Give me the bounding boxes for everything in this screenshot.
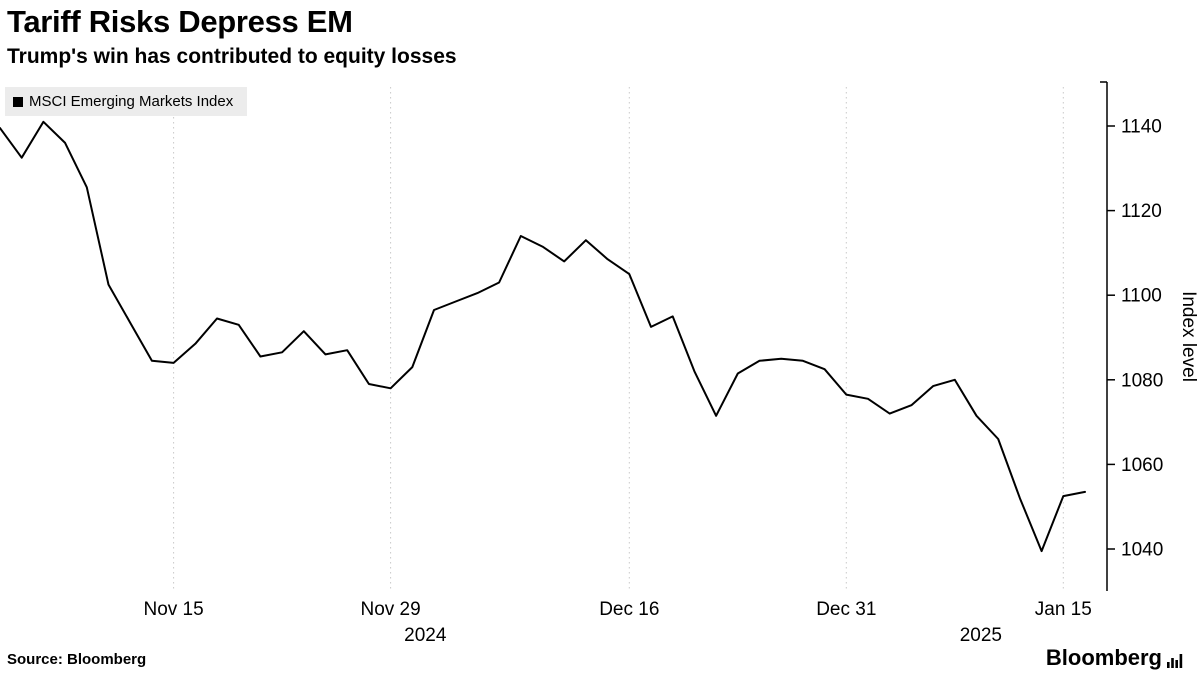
y-tick-label: 1120: [1121, 201, 1162, 222]
chart-title: Tariff Risks Depress EM: [7, 4, 353, 39]
legend-marker-icon: [13, 96, 23, 107]
y-axis-title: Index level: [1178, 291, 1199, 382]
bloomberg-logo: Bloomberg: [1046, 645, 1184, 671]
y-tick-label: 1080: [1121, 370, 1163, 391]
y-tick-label: 1060: [1121, 455, 1163, 476]
year-label: 2025: [960, 625, 1002, 646]
source-attribution: Source: Bloomberg: [7, 651, 147, 668]
year-label: 2024: [404, 625, 447, 646]
x-tick-label: Nov 29: [360, 599, 420, 620]
y-tick-label: 1100: [1121, 286, 1162, 307]
bloomberg-wordmark: Bloomberg: [1045, 645, 1162, 670]
x-tick-label: Dec 31: [816, 599, 876, 620]
x-tick-label: Jan 15: [1035, 599, 1092, 620]
chart-bars-icon: [1167, 654, 1183, 668]
x-tick-label: Dec 16: [599, 599, 659, 620]
legend: MSCI Emerging Markets Index: [5, 87, 248, 116]
x-tick-label: Nov 15: [143, 599, 203, 620]
y-tick-label: 1040: [1121, 540, 1163, 561]
y-tick-label: 1140: [1121, 117, 1162, 138]
legend-label: MSCI Emerging Markets Index: [29, 93, 234, 110]
series-line: [0, 120, 1086, 553]
chart-subtitle: Trump's win has contributed to equity lo…: [7, 45, 457, 68]
